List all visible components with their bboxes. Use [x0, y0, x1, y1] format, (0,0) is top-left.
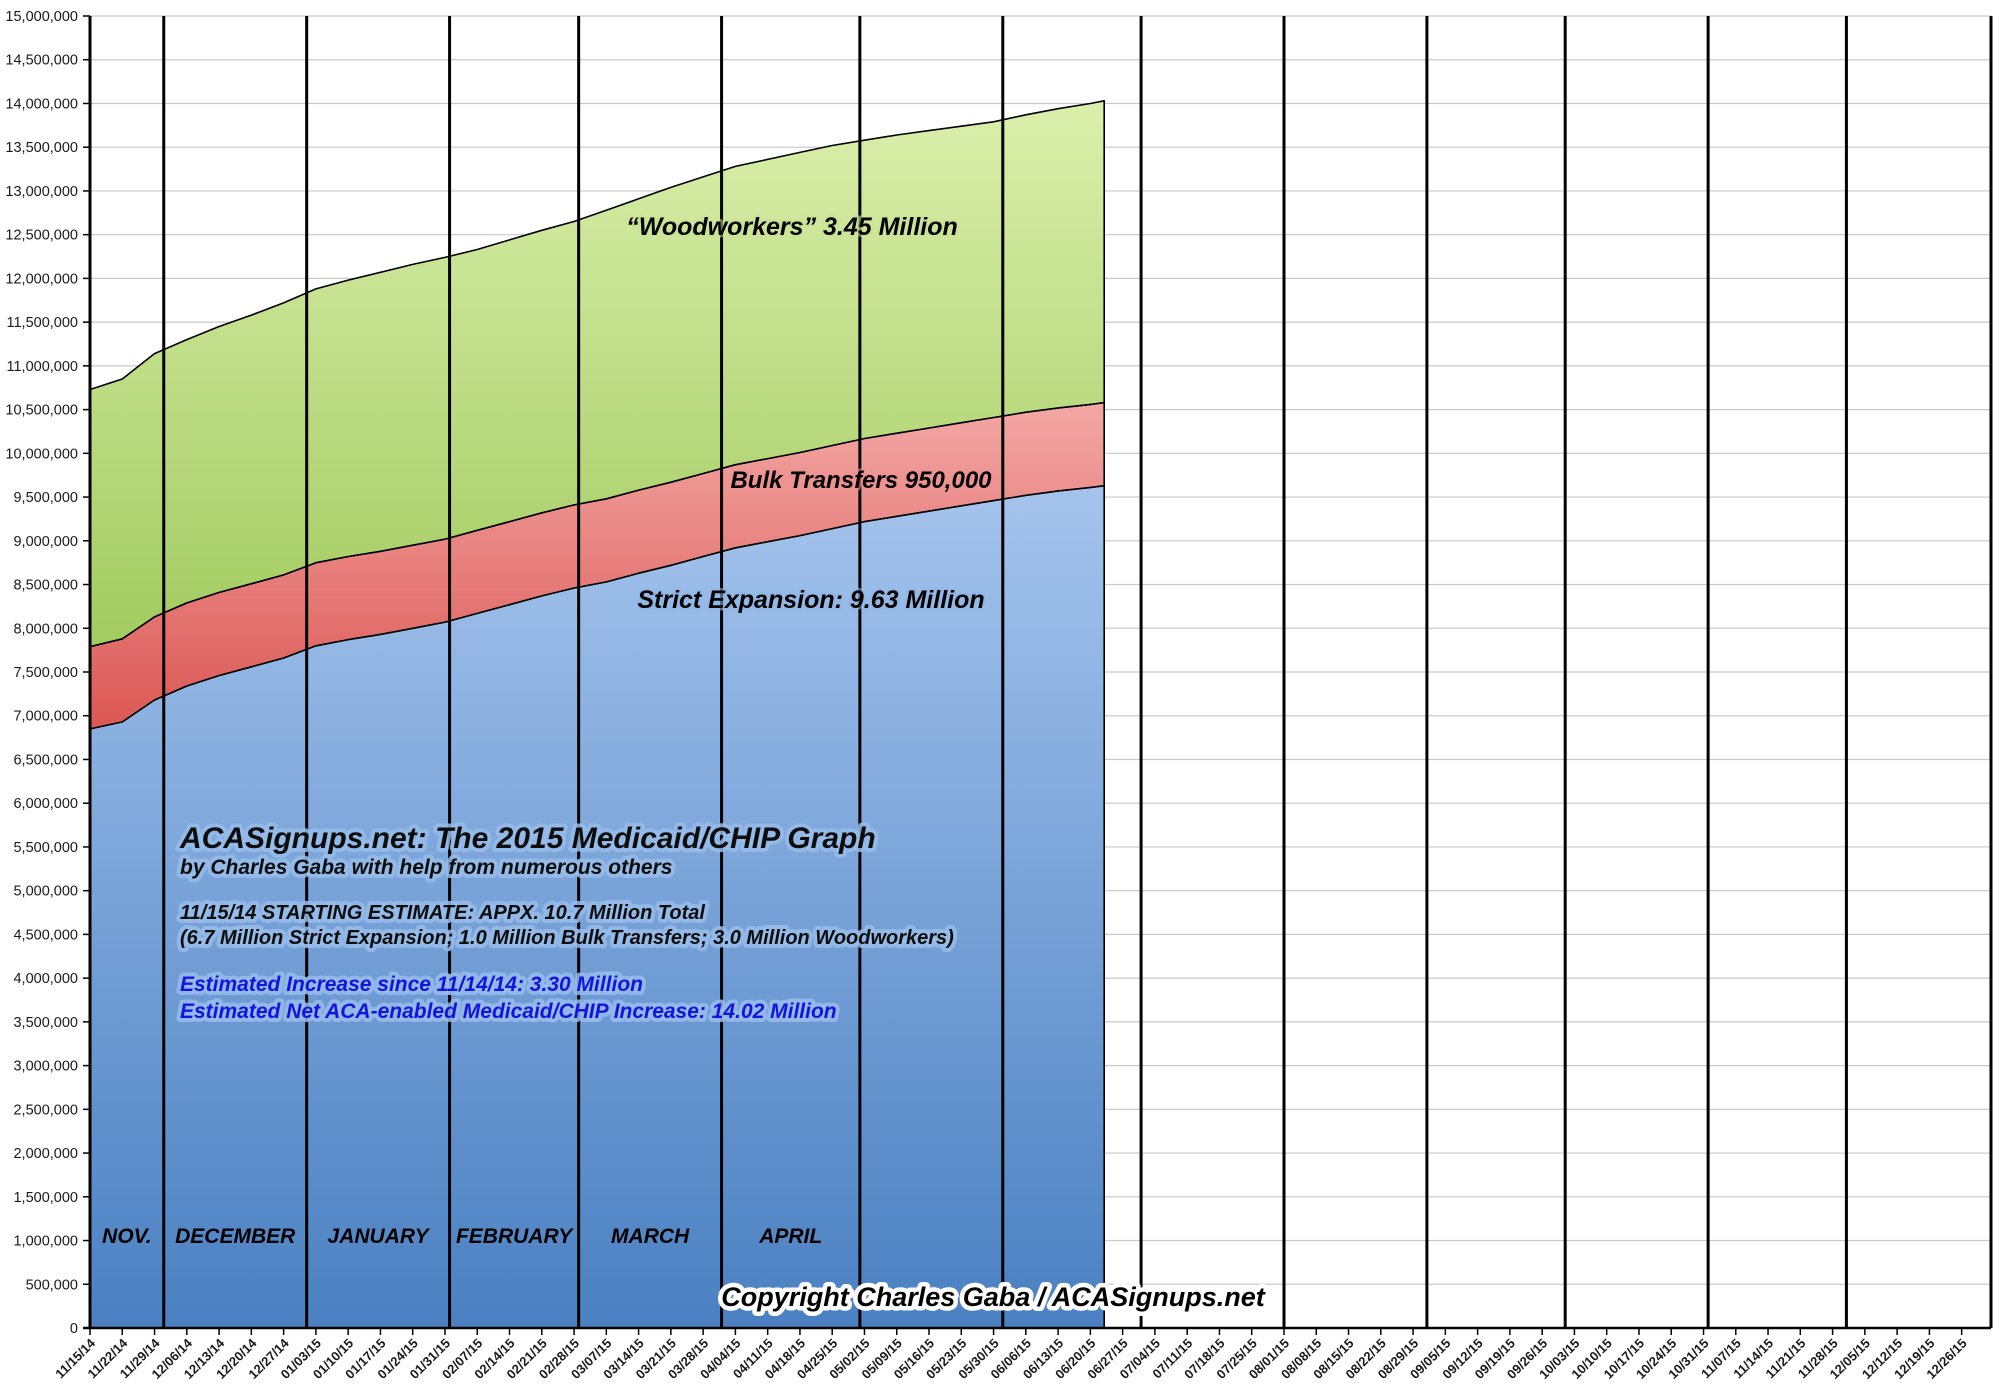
y-tick-label: 12,000,000: [5, 271, 78, 287]
y-tick-label: 9,500,000: [13, 490, 78, 506]
y-tick-label: 4,000,000: [13, 971, 78, 987]
month-label-january: JANUARY: [328, 1225, 431, 1248]
y-tick-label: 8,000,000: [13, 621, 78, 637]
y-tick-label: 10,000,000: [5, 446, 78, 462]
estimated-net-increase-text: Estimated Net ACA-enabled Medicaid/CHIP …: [180, 1000, 837, 1023]
month-label-nov: NOV.: [102, 1225, 151, 1248]
copyright-text: Copyright Charles Gaba / ACASignups.net: [721, 1282, 1266, 1312]
y-tick-label: 0: [70, 1321, 78, 1337]
y-tick-label: 4,500,000: [13, 927, 78, 943]
y-tick-label: 7,000,000: [13, 709, 78, 725]
chart-subtitle: by Charles Gaba with help from numerous …: [180, 856, 672, 879]
starting-estimate-breakdown: (6.7 Million Strict Expansion; 1.0 Milli…: [180, 927, 954, 949]
y-tick-label: 9,000,000: [13, 534, 78, 550]
y-tick-label: 14,000,000: [5, 96, 78, 112]
stacked-areas: [89, 100, 1105, 1329]
y-tick-label: 11,500,000: [7, 315, 79, 331]
y-tick-label: 5,500,000: [13, 840, 78, 856]
y-tick-label: 2,000,000: [13, 1146, 78, 1162]
area-woodworkers: [89, 100, 1105, 648]
tick-marks: [83, 15, 1963, 1335]
y-tick-label: 6,000,000: [13, 796, 78, 812]
y-tick-label: 13,500,000: [5, 140, 78, 156]
bulk-transfers-annotation: Bulk Transfers 950,000: [730, 467, 992, 494]
y-tick-label: 8,500,000: [13, 578, 78, 594]
y-tick-label: 5,000,000: [13, 884, 78, 900]
y-tick-label: 3,000,000: [13, 1059, 78, 1075]
series-annotations: “Woodworkers” 3.45 Million Bulk Transfer…: [624, 211, 1271, 1317]
y-tick-label: 3,500,000: [13, 1015, 78, 1031]
y-tick-label: 500,000: [26, 1277, 78, 1293]
y-tick-label: 11,000,000: [7, 359, 79, 375]
woodworkers-annotation: “Woodworkers” 3.45 Million: [626, 213, 958, 241]
y-axis-labels: 0 500,000 1,000,000 1,500,000 2,000,000 2,500…: [5, 9, 78, 1337]
y-tick-label: 13,000,000: [5, 184, 78, 200]
month-label-december: DECEMBER: [175, 1225, 296, 1248]
x-axis-labels: 11/15/1411/22/1411/29/1412/06/1412/13/14…: [52, 1335, 1970, 1382]
y-tick-label: 12,500,000: [5, 228, 78, 244]
month-label-april: APRIL: [758, 1225, 822, 1248]
month-label-february: FEBRUARY: [456, 1225, 574, 1248]
y-tick-label: 2,500,000: [13, 1102, 78, 1118]
estimated-increase-text: Estimated Increase since 11/14/14: 3.30 …: [180, 973, 643, 996]
y-tick-label: 6,500,000: [13, 752, 78, 768]
title-block: ACASignups.net: The 2015 Medicaid/CHIP G…: [175, 818, 958, 1027]
starting-estimate-note: 11/15/14 STARTING ESTIMATE: APPX. 10.7 M…: [180, 902, 705, 924]
y-tick-label: 15,000,000: [5, 9, 78, 25]
month-boundary-lines: [162, 16, 1848, 1328]
y-tick-label: 1,000,000: [13, 1234, 78, 1250]
y-tick-label: 10,500,000: [5, 403, 78, 419]
chart-title: ACASignups.net: The 2015 Medicaid/CHIP G…: [179, 822, 876, 855]
month-label-march: MARCH: [611, 1225, 690, 1248]
strict-expansion-annotation: Strict Expansion: 9.63 Million: [637, 586, 984, 614]
y-tick-label: 7,500,000: [13, 665, 78, 681]
y-tick-label: 14,500,000: [5, 53, 78, 69]
y-tick-label: 1,500,000: [13, 1190, 78, 1206]
month-labels: NOV. DECEMBER JANUARY FEBRUARY MARCH APRIL: [102, 1225, 822, 1248]
